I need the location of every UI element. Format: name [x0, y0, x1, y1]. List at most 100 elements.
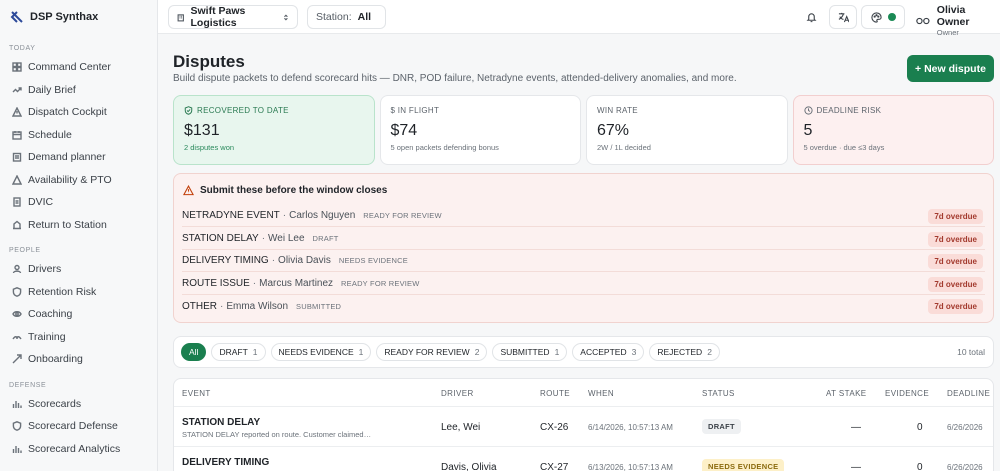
dispatch-cockpit-icon	[12, 107, 22, 117]
stat-value: 5	[803, 122, 813, 139]
chip-label: DRAFT	[219, 347, 248, 357]
sidebar-item-training[interactable]: Training	[0, 326, 157, 349]
sidebar-item-availability-pto[interactable]: Availability & PTO	[0, 169, 157, 192]
alert-row[interactable]: ROUTE ISSUE · Marcus Martinez READY FOR REV…	[182, 273, 985, 295]
alert-row-type: DELIVERY TIMING	[182, 255, 269, 267]
col-driver[interactable]: DRIVER	[441, 389, 474, 398]
sidebar-item-onboarding[interactable]: Onboarding	[0, 348, 157, 371]
event-type: DELIVERY TIMING	[182, 457, 270, 468]
sidebar-section-title: DEFENSE	[9, 381, 47, 389]
chip-count: 2	[474, 347, 480, 357]
alert-title: Submit these before the window closes	[200, 185, 388, 196]
filter-chip-all[interactable]: All	[181, 343, 207, 361]
overdue-badge: 7d overdue	[928, 276, 983, 292]
training-icon	[12, 335, 22, 340]
event-type: STATION DELAY	[182, 417, 261, 428]
stat-label: WIN RATE	[597, 106, 638, 115]
sidebar-item-demand-planner[interactable]: Demand planner	[0, 146, 157, 169]
alert-row[interactable]: DELIVERY TIMING · Olivia Davis NEEDS EVIDEN…	[182, 250, 985, 273]
total-count: 10 total	[957, 347, 985, 357]
driver-name: Lee, Wei	[441, 422, 481, 433]
command-center-icon	[12, 62, 22, 72]
filter-chip-needs-evidence[interactable]: NEEDS EVIDENCE 1	[270, 343, 372, 361]
sidebar-item-scorecard-defense[interactable]: Scorecard Defense	[0, 415, 157, 438]
col-event[interactable]: EVENT	[182, 389, 211, 398]
col-when[interactable]: WHEN	[588, 389, 615, 398]
sidebar-item-return-to-station[interactable]: Return to Station	[0, 214, 157, 237]
sidebar-item-label: Return to Station	[28, 218, 107, 231]
page-title: Disputes	[173, 52, 245, 71]
alert-row[interactable]: STATION DELAY · Wei Lee DRAFT 7d overdue	[182, 228, 985, 250]
filter-chip-draft[interactable]: DRAFT 1	[211, 343, 266, 361]
stat-label: DEADLINE RISK	[816, 106, 882, 115]
brand-name: DSP Synthax	[30, 11, 99, 23]
col-at-stake[interactable]: AT STAKE	[826, 389, 867, 398]
alert-row-status: SUBMITTED	[296, 301, 342, 311]
station-value: All	[357, 11, 372, 23]
org-selector[interactable]: Swift Paws Logistics	[168, 5, 298, 29]
alert-row[interactable]: OTHER · Emma Wilson SUBMITTED 7d overdue	[182, 295, 985, 317]
sidebar-item-daily-brief[interactable]: Daily Brief	[0, 79, 157, 102]
sidebar-item-scorecard-analytics[interactable]: Scorecard Analytics	[0, 438, 157, 461]
alert-row[interactable]: NETRADYNE EVENT · Carlos Nguyen READY FOR R…	[182, 205, 985, 227]
separator-dot: ·	[261, 232, 266, 244]
user-role: Owner	[936, 28, 959, 37]
separator-dot: ·	[271, 255, 276, 267]
notifications-button[interactable]	[801, 5, 821, 29]
sidebar: DSP Synthax TODAY Command Center Daily Bri…	[0, 0, 158, 471]
alert-row-status: NEEDS EVIDENCE	[338, 256, 408, 266]
sidebar-item-label: Scorecards	[28, 397, 82, 410]
col-route[interactable]: ROUTE	[540, 389, 570, 398]
sidebar-item-dispatch-cockpit[interactable]: Dispatch Cockpit	[0, 101, 157, 124]
col-status[interactable]: STATUS	[702, 389, 735, 398]
chevron-updown-icon	[284, 14, 288, 20]
sidebar-item-coaching[interactable]: Coaching	[0, 303, 157, 326]
station-selector[interactable]: Station: All	[307, 5, 386, 29]
sidebar-item-label: Availability & PTO	[28, 173, 112, 186]
user-menu[interactable]: Olivia Owner Owner	[916, 4, 1000, 37]
sidebar-item-scorecards[interactable]: Scorecards	[0, 393, 157, 416]
chip-count: 2	[707, 347, 712, 357]
sidebar-item-drivers[interactable]: Drivers	[0, 258, 157, 281]
sidebar-item-command-center[interactable]: Command Center	[0, 56, 157, 79]
warning-icon	[183, 185, 194, 196]
org-name: Swift Paws Logistics	[190, 5, 246, 29]
stat-note: 2 disputes won	[184, 143, 235, 152]
filter-chip-ready-for-review[interactable]: READY FOR REVIEW 2	[376, 343, 488, 361]
chip-label: REJECTED	[657, 347, 703, 357]
evidence-count: 0	[917, 422, 923, 433]
sidebar-item-retention-risk[interactable]: Retention Risk	[0, 281, 157, 304]
at-stake: —	[851, 462, 861, 471]
driver-name: Davis, Olivia	[441, 462, 497, 471]
chip-count: 1	[358, 347, 364, 357]
chip-count: 1	[554, 347, 560, 357]
alert-row-type: OTHER	[182, 300, 217, 312]
filter-chip-rejected[interactable]: REJECTED 2	[649, 343, 720, 361]
col-evidence[interactable]: EVIDENCE	[885, 389, 930, 398]
route: CX-26	[540, 422, 569, 433]
filter-chip-accepted[interactable]: ACCEPTED 3	[572, 343, 645, 361]
col-deadline[interactable]: DEADLINE	[947, 389, 991, 398]
alert-row-status: READY FOR REVIEW	[341, 278, 420, 288]
onboarding-icon	[12, 354, 22, 364]
table-row[interactable]: STATION DELAY STATION DELAY reported on …	[174, 407, 993, 447]
deadline-alert-panel: Submit these before the window closes NE…	[173, 173, 994, 323]
theme-button[interactable]	[861, 5, 905, 29]
stat-value: $74	[390, 122, 418, 139]
brand[interactable]: DSP Synthax	[0, 0, 157, 34]
table-row[interactable]: DELIVERY TIMING DELIVERY TIMING reported…	[174, 447, 993, 471]
palette-icon	[870, 11, 882, 23]
sidebar-item-label: Scorecard Analytics	[28, 442, 121, 455]
alert-row-type: NETRADYNE EVENT	[182, 210, 280, 221]
shield-check-icon	[184, 106, 193, 115]
sidebar-item-label: Daily Brief	[28, 83, 76, 96]
new-dispute-button[interactable]: + New dispute	[907, 55, 994, 82]
sidebar-item-dvic[interactable]: DVIC	[0, 191, 157, 214]
stat-label: $ IN FLIGHT	[390, 106, 440, 115]
sidebar-item-label: Demand planner	[28, 151, 106, 164]
language-button[interactable]	[829, 5, 857, 29]
scorecards-icon	[12, 400, 22, 408]
alert-row-type: ROUTE ISSUE	[182, 277, 250, 289]
sidebar-item-schedule[interactable]: Schedule	[0, 124, 157, 147]
filter-chip-submitted[interactable]: SUBMITTED 1	[492, 343, 568, 361]
